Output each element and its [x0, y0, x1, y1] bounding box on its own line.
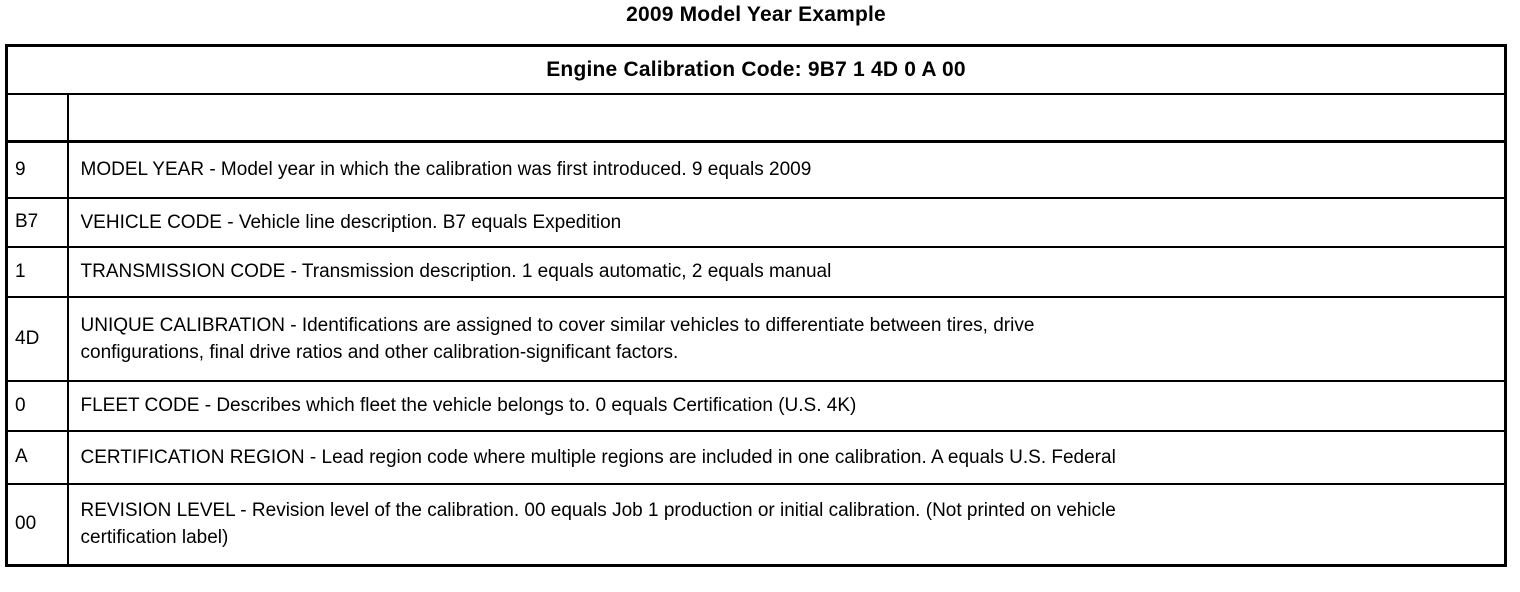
description-cell: UNIQUE CALIBRATION - Identifications are… [66, 295, 1507, 382]
description-cell: MODEL YEAR - Model year in which the cal… [66, 140, 1507, 199]
calibration-code-table: Engine Calibration Code: 9B7 1 4D 0 A 00… [5, 44, 1507, 567]
table-row-model-year: 9 MODEL YEAR - Model year in which the c… [5, 140, 1507, 199]
table-row-fleet-code: 0 FLEET CODE - Describes which fleet the… [5, 379, 1507, 432]
code-cell: 00 [5, 482, 69, 567]
blank-code-cell [5, 92, 69, 143]
table-header-row: Engine Calibration Code: 9B7 1 4D 0 A 00 [5, 44, 1507, 95]
description-cell: REVISION LEVEL - Revision level of the c… [66, 482, 1507, 567]
description-cell: TRANSMISSION CODE - Transmission descrip… [66, 245, 1507, 298]
code-cell: 4D [5, 295, 69, 382]
description-cell: CERTIFICATION REGION - Lead region code … [66, 429, 1507, 485]
description-cell: FLEET CODE - Describes which fleet the v… [66, 379, 1507, 432]
blank-description-cell [66, 92, 1507, 143]
table-row-revision-level: 00 REVISION LEVEL - Revision level of th… [5, 482, 1507, 567]
code-cell: B7 [5, 196, 69, 248]
table-row-transmission-code: 1 TRANSMISSION CODE - Transmission descr… [5, 245, 1507, 298]
description-cell: VEHICLE CODE - Vehicle line description.… [66, 196, 1507, 248]
engine-calibration-code-header: Engine Calibration Code: 9B7 1 4D 0 A 00 [5, 44, 1507, 95]
code-cell: 0 [5, 379, 69, 432]
code-cell: 9 [5, 140, 69, 199]
table-row-unique-calibration: 4D UNIQUE CALIBRATION - Identifications … [5, 295, 1507, 382]
blank-row [5, 92, 1507, 143]
table-row-certification-region: A CERTIFICATION REGION - Lead region cod… [5, 429, 1507, 485]
table-row-vehicle-code: B7 VEHICLE CODE - Vehicle line descripti… [5, 196, 1507, 248]
code-cell: A [5, 429, 69, 485]
code-cell: 1 [5, 245, 69, 298]
page-title: 2009 Model Year Example [626, 3, 886, 26]
